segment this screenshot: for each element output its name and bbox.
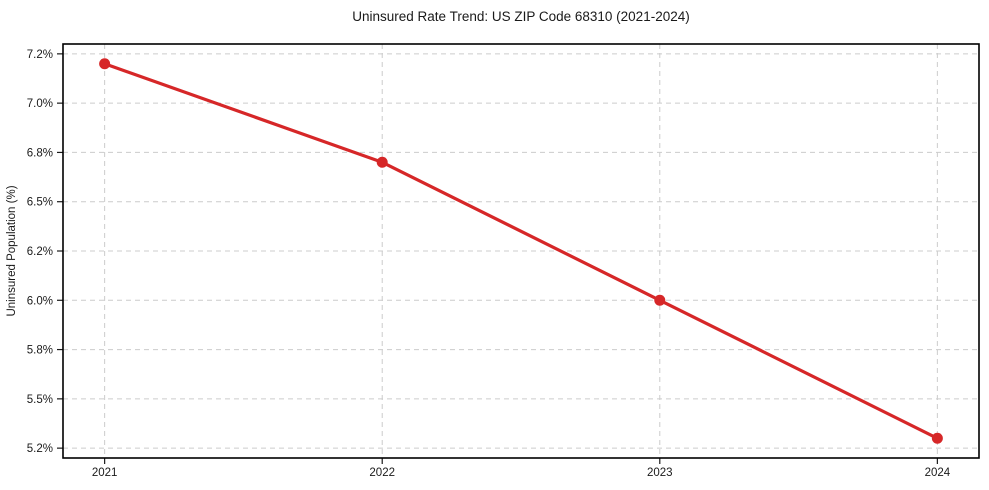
x-tick-label: 2023 [647, 467, 673, 479]
data-point-marker [376, 156, 388, 168]
chart-title: Uninsured Rate Trend: US ZIP Code 68310 … [352, 9, 689, 24]
x-tick-label: 2022 [369, 467, 395, 479]
data-point-marker [931, 432, 943, 444]
y-tick-label: 5.8% [27, 345, 53, 357]
x-tick-label: 2024 [925, 467, 951, 479]
y-tick-label: 6.2% [27, 246, 53, 258]
data-point-marker [99, 58, 111, 70]
y-tick-label: 6.0% [27, 295, 53, 307]
axis-ticks-group: 7.2% 7.0% 6.8% 6.5% 6.2% 6.0% 5.8% 5.5% 5.2% 2021… [27, 49, 951, 479]
gridlines-group [63, 44, 979, 458]
x-tick-label: 2021 [92, 467, 118, 479]
data-series-group [99, 58, 943, 444]
y-tick-label: 6.8% [27, 147, 53, 159]
y-tick-label: 7.0% [27, 98, 53, 110]
trend-line [103, 62, 939, 440]
y-tick-label: 6.5% [27, 197, 53, 209]
y-tick-label: 5.2% [27, 443, 53, 455]
plot-frame [62, 43, 980, 459]
data-point-marker [654, 294, 666, 306]
y-tick-label: 7.2% [27, 49, 53, 61]
y-tick-label: 5.5% [27, 394, 53, 406]
y-axis-label: Uninsured Population (%) [6, 185, 18, 316]
